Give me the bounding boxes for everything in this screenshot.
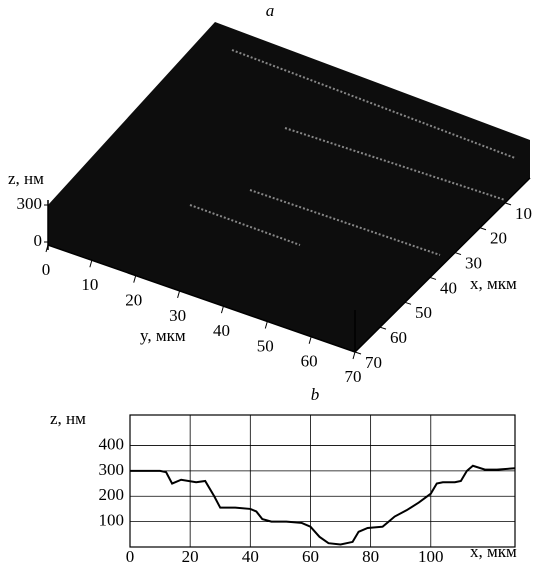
x-tick — [480, 228, 486, 230]
y-tick — [134, 276, 136, 283]
panel-b-title: b — [311, 385, 320, 404]
x-tick-label: 30 — [465, 253, 482, 272]
x-tick-label: 60 — [302, 547, 319, 566]
x-tick-label: 20 — [490, 229, 507, 248]
x-tick-label: 40 — [440, 278, 457, 297]
z-tick-label: 300 — [17, 194, 43, 213]
z-tick-label: 0 — [34, 231, 43, 250]
figure: a z, нм x, мкм y, мкм b z, нм x, мкм 0 30… — [0, 0, 539, 566]
y-axis-label: y, мкм — [140, 326, 186, 345]
y-tick-label: 100 — [99, 511, 125, 530]
y-tick-label: 200 — [99, 485, 125, 504]
x-tick — [505, 203, 511, 205]
x-tick — [455, 253, 461, 255]
y-tick-label: 30 — [169, 306, 186, 325]
y-tick-label: 40 — [213, 321, 230, 340]
y-tick-label: 0 — [42, 260, 51, 279]
x-tick-label: 0 — [126, 547, 135, 566]
x-axis-label: x, мкм — [470, 274, 517, 293]
y-tick — [178, 291, 180, 298]
y-tick-label: 20 — [125, 290, 142, 309]
y-tick-label: 70 — [345, 367, 362, 386]
x-tick — [355, 352, 361, 354]
panel-a-title: a — [266, 1, 275, 20]
x-tick-label: 50 — [415, 303, 432, 322]
x-tick — [430, 277, 436, 279]
x-tick-label: 10 — [515, 204, 532, 223]
z-axis-label: z, нм — [8, 169, 44, 188]
y-tick — [221, 306, 223, 313]
y-tick-label: 10 — [81, 275, 98, 294]
x-tick-label: 70 — [365, 353, 382, 372]
x-tick-label: 60 — [390, 328, 407, 347]
y-tick — [353, 352, 355, 359]
x-tick — [380, 327, 386, 329]
z-axis-label: z, нм — [50, 409, 86, 428]
y-tick-label: 300 — [99, 460, 125, 479]
x-tick-label: 20 — [182, 547, 199, 566]
y-tick — [90, 260, 92, 267]
y-tick-label: 400 — [99, 434, 125, 453]
y-tick — [265, 321, 267, 328]
y-tick-label: 60 — [301, 352, 318, 371]
x-axis-label: x, мкм — [470, 542, 517, 561]
x-tick-label: 80 — [362, 547, 379, 566]
y-tick-label: 50 — [257, 336, 274, 355]
x-tick — [405, 302, 411, 304]
profile-line — [130, 466, 515, 545]
x-tick-label: 100 — [418, 547, 444, 566]
y-tick — [309, 337, 311, 344]
x-tick-label: 40 — [242, 547, 259, 566]
